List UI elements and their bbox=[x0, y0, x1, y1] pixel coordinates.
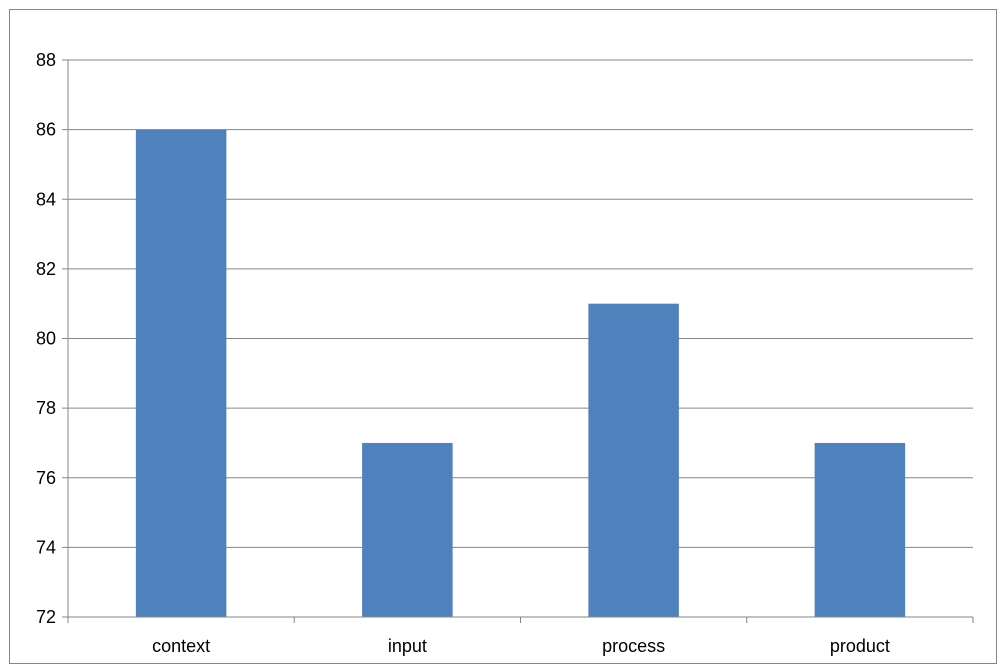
y-tick-label: 78 bbox=[36, 398, 56, 418]
y-tick-label: 86 bbox=[36, 120, 56, 140]
y-tick-label: 72 bbox=[36, 607, 56, 627]
bar-context bbox=[135, 129, 227, 617]
x-tick-label-context: context bbox=[152, 636, 210, 656]
bar-process bbox=[588, 303, 679, 617]
y-tick-label: 88 bbox=[36, 50, 56, 70]
axes bbox=[62, 59, 974, 623]
bar-series bbox=[135, 129, 906, 617]
x-tick-label-input: input bbox=[388, 636, 427, 656]
y-tick-label: 84 bbox=[36, 189, 56, 209]
y-tick-label: 82 bbox=[36, 259, 56, 279]
x-axis-tick-labels: context input process product bbox=[152, 636, 890, 656]
x-tick-label-product: product bbox=[830, 636, 890, 656]
bar-product bbox=[814, 442, 906, 617]
bar-input bbox=[362, 442, 453, 617]
y-tick-label: 80 bbox=[36, 329, 56, 349]
x-tick-label-process: process bbox=[602, 636, 665, 656]
y-axis-tick-labels: 72 74 76 78 80 82 84 86 88 bbox=[36, 50, 56, 627]
y-tick-label: 76 bbox=[36, 468, 56, 488]
y-tick-label: 74 bbox=[36, 537, 56, 557]
